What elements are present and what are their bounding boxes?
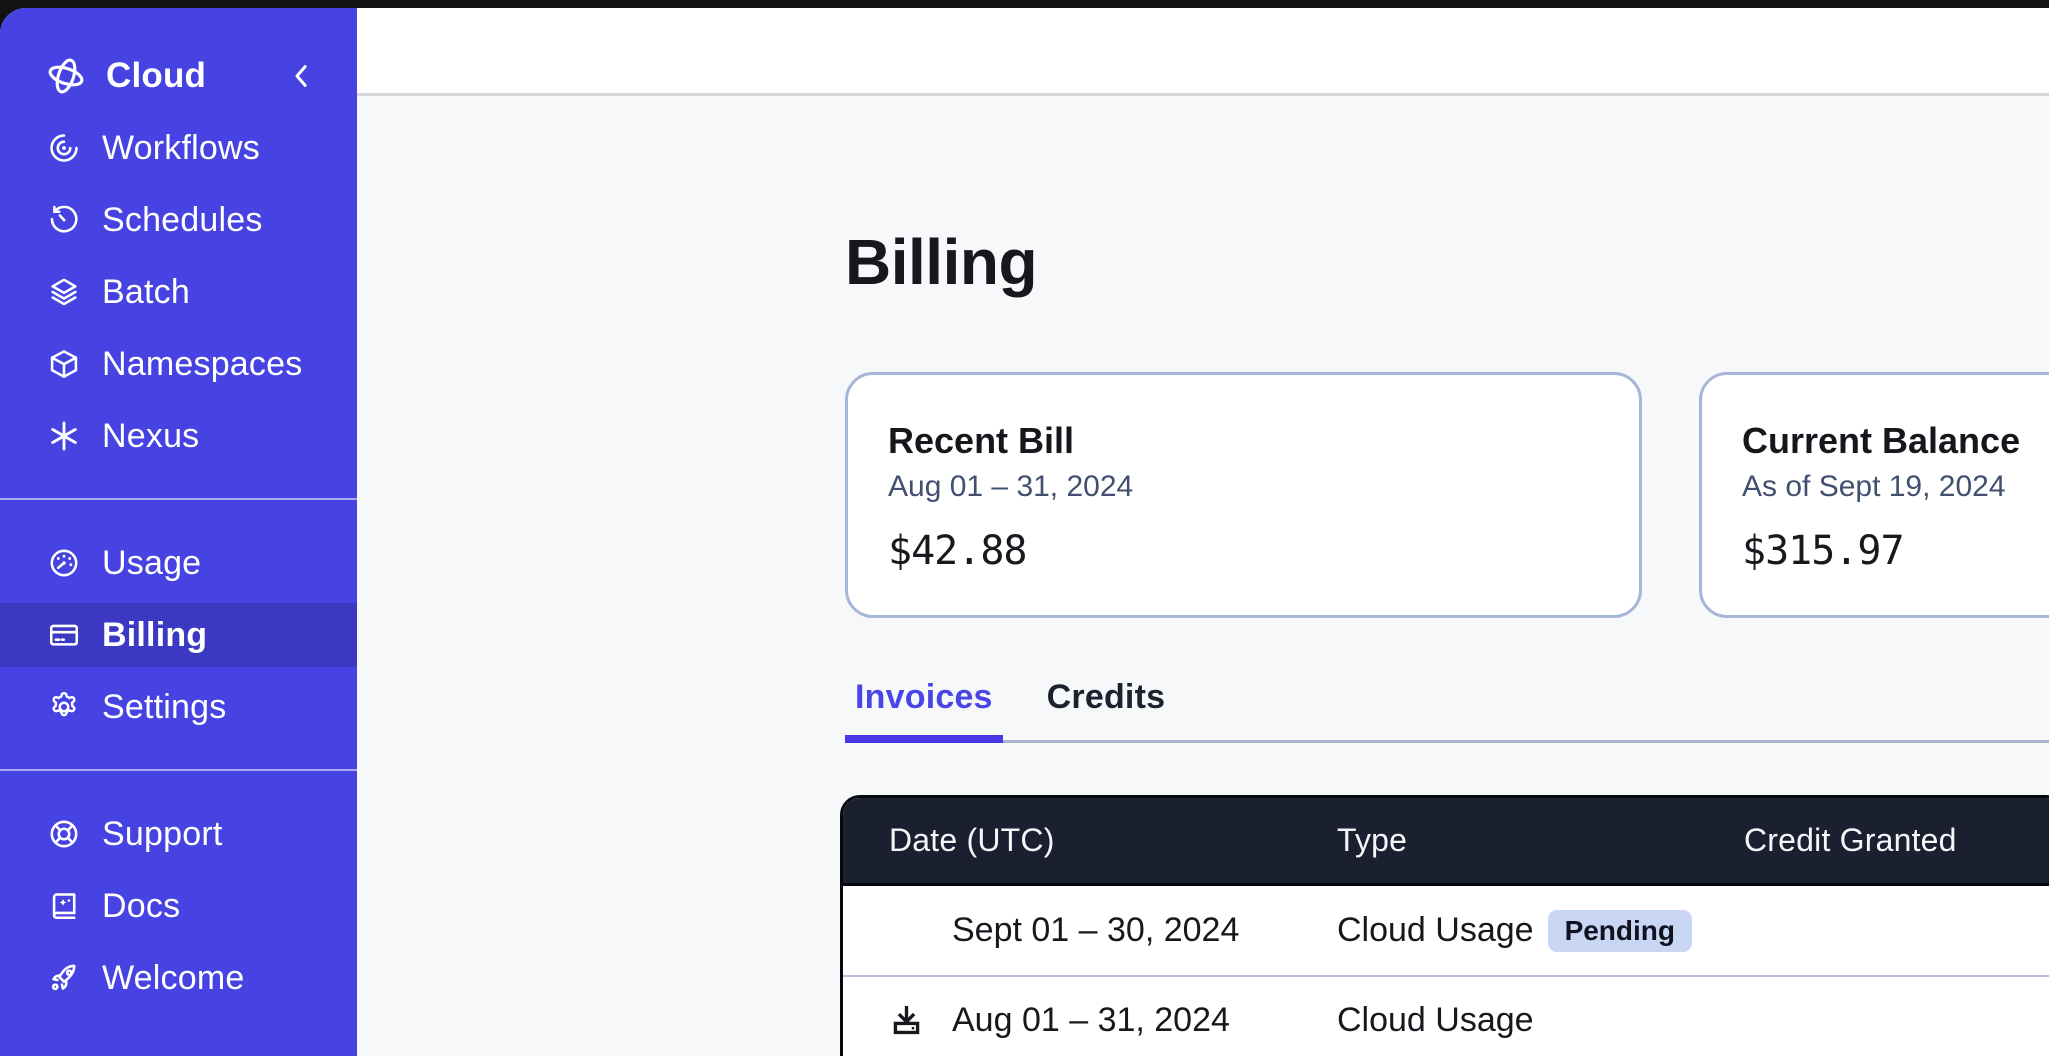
sidebar-item-docs[interactable]: Docs: [0, 874, 357, 938]
sidebar: Cloud Workflows: [0, 8, 357, 1056]
card-title: Current Balance: [1742, 420, 2021, 461]
sidebar-brand-row: Cloud: [0, 44, 357, 108]
table-row: Sept 01 – 30, 2024 Cloud Usage Pending: [843, 886, 2049, 975]
batch-layers-icon: [44, 275, 84, 309]
sidebar-item-batch[interactable]: Batch: [0, 260, 357, 324]
invoice-type: Cloud Usage: [1337, 911, 1534, 949]
sidebar-item-nexus[interactable]: Nexus: [0, 404, 357, 468]
namespaces-cube-icon: [44, 347, 84, 381]
sidebar-item-usage[interactable]: Usage: [0, 531, 357, 595]
settings-gear-icon: [44, 690, 84, 724]
card-period: As of Sept 19, 2024: [1742, 470, 2006, 503]
sidebar-collapse-button[interactable]: [287, 61, 317, 91]
invoice-type: Cloud Usage: [1337, 1001, 1534, 1039]
sidebar-divider: [0, 498, 357, 500]
type-cell: Cloud Usage Pending: [1337, 909, 1744, 952]
welcome-rocket-icon: [44, 961, 84, 995]
sidebar-item-support[interactable]: Support: [0, 802, 357, 866]
billing-card-icon: [44, 618, 84, 652]
sidebar-item-label: Batch: [102, 272, 190, 311]
sidebar-item-label: Workflows: [102, 128, 260, 167]
sidebar-item-label: Nexus: [102, 416, 200, 455]
date-cell: Aug 01 – 31, 2024: [889, 1001, 1337, 1040]
sidebar-item-label: Settings: [102, 687, 227, 726]
invoices-table: Date (UTC) Type Credit Granted Sept 01 –…: [840, 795, 2049, 1056]
card-title: Recent Bill: [888, 420, 1075, 461]
tab-credits[interactable]: Credits: [1046, 678, 1166, 716]
pending-status-badge: Pending: [1547, 909, 1693, 952]
workflows-icon: [44, 131, 84, 165]
type-cell: Cloud Usage: [1337, 1001, 1744, 1040]
sidebar-item-label: Welcome: [102, 958, 245, 997]
billing-tabs: Invoices Credits: [845, 678, 2049, 743]
date-cell: Sept 01 – 30, 2024: [889, 911, 1337, 950]
column-header-type: Type: [1337, 822, 1408, 858]
card-amount: $42.88: [888, 528, 1028, 574]
main-area: Billing Recent Bill Aug 01 – 31, 2024 $4…: [357, 8, 2049, 1056]
tab-invoices[interactable]: Invoices: [845, 678, 1003, 743]
download-invoice-icon[interactable]: [889, 1003, 924, 1038]
sidebar-item-label: Support: [102, 814, 223, 853]
current-balance-card: Current Balance As of Sept 19, 2024 $315…: [1699, 372, 2049, 618]
nexus-asterisk-icon: [44, 419, 84, 453]
page-title: Billing: [845, 226, 1038, 298]
download-slot: [889, 1003, 952, 1038]
brand-label: Cloud: [106, 56, 207, 95]
temporal-logo-icon: [44, 54, 88, 98]
invoice-date: Aug 01 – 31, 2024: [952, 1001, 1230, 1039]
sidebar-item-schedules[interactable]: Schedules: [0, 188, 357, 252]
sidebar-divider: [0, 769, 357, 771]
invoice-date: Sept 01 – 30, 2024: [952, 911, 1240, 949]
sidebar-item-label: Docs: [102, 886, 181, 925]
support-lifebuoy-icon: [44, 817, 84, 851]
card-period: Aug 01 – 31, 2024: [888, 470, 1134, 503]
sidebar-item-welcome[interactable]: Welcome: [0, 946, 357, 1010]
column-header-credit-granted: Credit Granted: [1744, 822, 1957, 858]
table-row: Aug 01 – 31, 2024 Cloud Usage: [843, 975, 2049, 1056]
usage-gauge-icon: [44, 546, 84, 580]
column-header-date: Date (UTC): [889, 822, 1055, 858]
sidebar-item-label: Usage: [102, 543, 202, 582]
docs-book-icon: [44, 889, 84, 923]
table-header-row: Date (UTC) Type Credit Granted: [843, 798, 2049, 886]
sidebar-item-billing[interactable]: Billing: [0, 603, 357, 667]
sidebar-item-workflows[interactable]: Workflows: [0, 116, 357, 180]
top-bar: [357, 8, 2049, 96]
schedules-icon: [44, 203, 84, 237]
app-window: Cloud Workflows: [0, 8, 2049, 1056]
sidebar-item-label: Namespaces: [102, 344, 303, 383]
recent-bill-card: Recent Bill Aug 01 – 31, 2024 $42.88: [845, 372, 1642, 618]
sidebar-item-settings[interactable]: Settings: [0, 675, 357, 739]
summary-cards: Recent Bill Aug 01 – 31, 2024 $42.88 Cur…: [845, 372, 2049, 618]
card-amount: $315.97: [1742, 528, 1905, 574]
sidebar-item-label: Schedules: [102, 200, 263, 239]
billing-page: Billing Recent Bill Aug 01 – 31, 2024 $4…: [357, 96, 2049, 1056]
sidebar-item-label: Billing: [102, 615, 208, 654]
sidebar-item-namespaces[interactable]: Namespaces: [0, 332, 357, 396]
